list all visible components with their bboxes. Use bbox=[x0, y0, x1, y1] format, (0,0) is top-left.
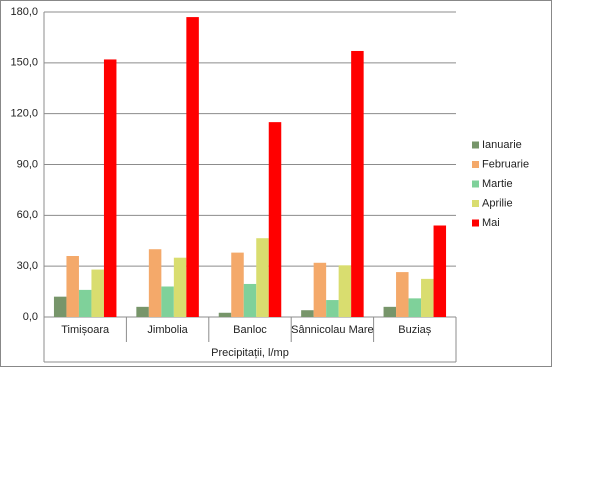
legend-label: Ianuarie bbox=[482, 139, 522, 151]
bar bbox=[408, 298, 422, 317]
y-tick-label: 90,0 bbox=[17, 158, 38, 170]
y-tick-label: 60,0 bbox=[17, 209, 38, 221]
bar bbox=[326, 300, 339, 317]
bar bbox=[148, 249, 162, 317]
bar bbox=[313, 262, 327, 317]
y-tick-label: 120,0 bbox=[10, 108, 38, 120]
bar bbox=[231, 252, 244, 317]
bar bbox=[91, 269, 104, 317]
x-tick-label: Banloc bbox=[233, 324, 267, 336]
bar bbox=[103, 59, 117, 317]
legend-swatch bbox=[472, 180, 479, 188]
bar bbox=[53, 296, 67, 317]
bar bbox=[186, 17, 199, 317]
y-tick-label: 180,0 bbox=[10, 6, 38, 18]
legend-swatch bbox=[472, 161, 479, 168]
bar bbox=[396, 272, 409, 317]
legend-swatch bbox=[472, 219, 479, 227]
bar bbox=[351, 50, 364, 317]
bar bbox=[421, 278, 434, 317]
x-axis-title: Precipitații, l/mp bbox=[211, 347, 289, 359]
legend-swatch bbox=[472, 141, 479, 149]
x-tick-label: Jimbolia bbox=[147, 324, 188, 336]
bar bbox=[173, 257, 187, 317]
legend-label: Mai bbox=[482, 217, 500, 229]
bar bbox=[268, 122, 282, 317]
bar bbox=[301, 310, 314, 317]
bar bbox=[218, 312, 232, 317]
y-tick-label: 150,0 bbox=[10, 57, 38, 69]
bar bbox=[256, 238, 269, 317]
legend-label: Martie bbox=[482, 178, 513, 190]
bar bbox=[136, 306, 149, 317]
y-tick-label: 30,0 bbox=[17, 260, 38, 272]
x-tick-label: Timișoara bbox=[61, 324, 110, 336]
legend-label: Februarie bbox=[482, 158, 529, 170]
bar bbox=[433, 225, 447, 317]
bar bbox=[383, 306, 397, 317]
legend-swatch bbox=[472, 200, 479, 207]
bar bbox=[161, 286, 174, 317]
bar bbox=[338, 265, 352, 317]
x-tick-label: Sânnicolau Mare bbox=[291, 324, 374, 336]
bar bbox=[66, 256, 79, 317]
y-tick-label: 0,0 bbox=[23, 311, 38, 323]
bar bbox=[243, 283, 257, 317]
x-tick-label: Buziaș bbox=[398, 324, 432, 336]
bar bbox=[78, 289, 92, 317]
legend-label: Aprilie bbox=[482, 197, 513, 209]
